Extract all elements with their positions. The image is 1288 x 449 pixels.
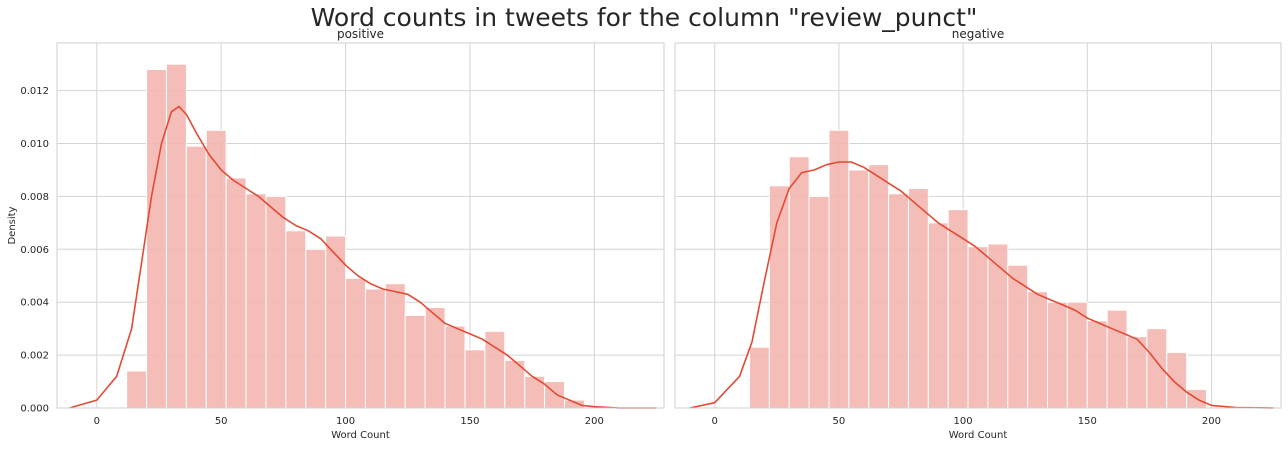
p1-hist-bar bbox=[1047, 301, 1068, 409]
figure-title: Word counts in tweets for the column "re… bbox=[311, 3, 978, 32]
p1-hist-bar bbox=[967, 246, 989, 409]
p1-hist-bar bbox=[749, 346, 770, 409]
panel-negative: 0 50 100 150 200 negative Word Count bbox=[674, 27, 1282, 441]
p0-hist-bar bbox=[265, 195, 287, 409]
p0-axes-frame bbox=[56, 42, 665, 409]
p0-xtick-label: 50 bbox=[215, 416, 228, 427]
p0-hist-bar bbox=[345, 277, 366, 409]
p0-ytick-label: 0.008 bbox=[20, 192, 49, 203]
p1-hist-bar bbox=[1146, 328, 1168, 409]
p0-hist-bar bbox=[146, 68, 167, 409]
p1-hist-bar bbox=[1106, 309, 1128, 409]
p1-hist-bar bbox=[907, 187, 929, 409]
p0-xlabel: Word Count bbox=[331, 430, 390, 441]
p0-xtick-label: 150 bbox=[460, 416, 479, 427]
p1-title: negative bbox=[952, 27, 1004, 41]
p1-hist-bar bbox=[828, 129, 850, 409]
p1-xtick-label: 200 bbox=[1202, 416, 1221, 427]
p0-hist-bar bbox=[544, 381, 565, 409]
p1-hist-bar bbox=[1066, 301, 1088, 409]
p1-hist-bar bbox=[1166, 351, 1188, 409]
p0-ytick-label: 0.006 bbox=[20, 245, 49, 256]
p0-hist-bar bbox=[524, 375, 546, 409]
p0-xtick-label: 0 bbox=[94, 416, 100, 427]
p0-title: positive bbox=[337, 27, 384, 41]
panel-positive: 0 50 100 150 200 0.000 0.002 0.004 0.006 0.008 0.0… bbox=[7, 27, 665, 441]
p0-ytick-label: 0.012 bbox=[20, 86, 49, 97]
p1-hist-bar bbox=[1086, 320, 1108, 409]
p0-hist-bar bbox=[126, 370, 148, 409]
p0-hist-bar bbox=[305, 248, 327, 409]
p1-hist-bar bbox=[768, 185, 790, 409]
p0-ytick-label: 0.002 bbox=[20, 351, 49, 362]
p1-xtick-label: 150 bbox=[1078, 416, 1097, 427]
p0-kde-line bbox=[69, 105, 657, 409]
p0-hist-bar bbox=[225, 177, 247, 409]
p1-xtick-label: 50 bbox=[833, 416, 846, 427]
p0-xtick-label: 200 bbox=[585, 416, 604, 427]
p0-hist-bar bbox=[424, 306, 446, 409]
p0-hist-bar bbox=[185, 145, 207, 409]
p0-xtick-label: 100 bbox=[336, 416, 355, 427]
p1-kde-line bbox=[689, 161, 1274, 409]
p1-hist-bar bbox=[788, 156, 810, 409]
p0-ytick-label: 0.004 bbox=[20, 298, 49, 309]
p0-hist-bar bbox=[444, 325, 466, 409]
p1-axes-frame bbox=[674, 42, 1282, 409]
p0-hist-bar bbox=[364, 288, 386, 409]
p0-hist-bar bbox=[404, 314, 426, 409]
p0-hist-bar bbox=[563, 399, 585, 409]
p0-ytick-label: 0.000 bbox=[20, 404, 49, 415]
p1-hist-bar bbox=[987, 243, 1009, 409]
p1-hist-bar bbox=[927, 222, 949, 409]
p0-hist-bar bbox=[245, 193, 267, 409]
p1-xtick-label: 0 bbox=[712, 416, 718, 427]
p1-hist-bar bbox=[848, 169, 870, 409]
p1-hist-bar bbox=[808, 195, 830, 409]
p1-hist-bar bbox=[888, 193, 909, 409]
p1-xtick-label: 100 bbox=[954, 416, 973, 427]
p1-hist-bar bbox=[1027, 291, 1049, 409]
p0-ylabel: Density bbox=[7, 206, 18, 244]
p0-hist-bar bbox=[464, 349, 486, 409]
p1-hist-bar bbox=[868, 164, 890, 409]
p1-xlabel: Word Count bbox=[949, 430, 1008, 441]
p0-hist-bar bbox=[384, 283, 406, 409]
p0-hist-bar bbox=[285, 230, 307, 409]
p0-ytick-label: 0.010 bbox=[20, 139, 49, 150]
